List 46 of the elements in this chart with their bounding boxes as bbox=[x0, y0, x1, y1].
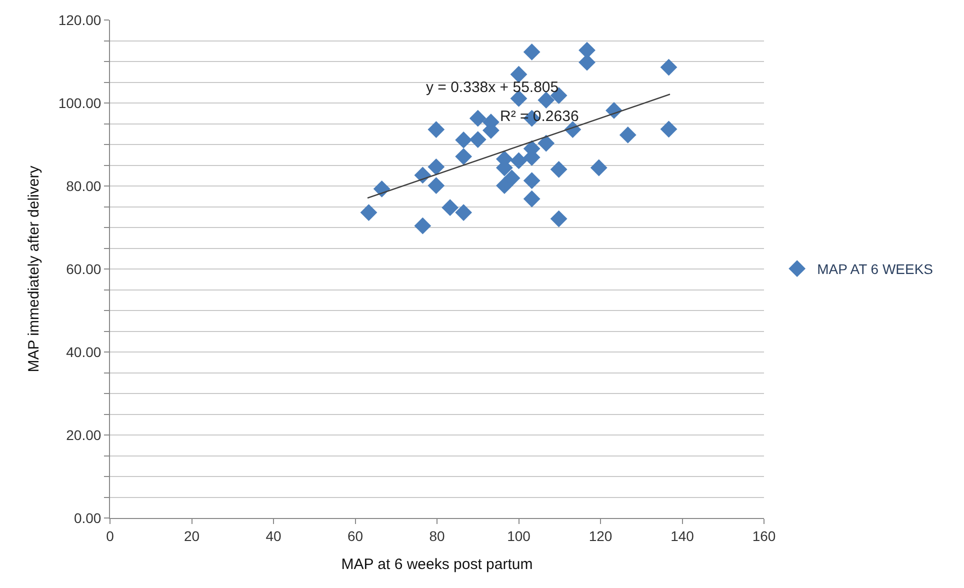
annotation: y = 0.338x + 55.805 bbox=[426, 79, 559, 96]
point bbox=[523, 190, 540, 208]
y-tick-label: 80.00 bbox=[66, 178, 102, 194]
point bbox=[503, 170, 520, 187]
point bbox=[510, 66, 528, 83]
point bbox=[550, 210, 568, 228]
x-tick-label: 80 bbox=[429, 528, 445, 544]
point bbox=[523, 172, 540, 190]
point bbox=[373, 180, 390, 198]
legend-label: MAP AT 6 WEEKS bbox=[817, 261, 934, 278]
x-axis-title: MAP at 6 weeks post partum bbox=[341, 556, 533, 573]
x-tick-label: 20 bbox=[184, 528, 200, 544]
point bbox=[469, 131, 486, 148]
point bbox=[455, 204, 472, 222]
point bbox=[455, 131, 472, 148]
x-tick-label: 120 bbox=[588, 528, 612, 544]
x-tick-label: 140 bbox=[670, 528, 694, 544]
x-tick-label: 100 bbox=[507, 528, 531, 544]
point bbox=[360, 204, 378, 222]
point bbox=[428, 121, 445, 138]
point bbox=[510, 152, 528, 170]
x-tick-label: 60 bbox=[347, 528, 364, 544]
point bbox=[619, 126, 636, 144]
point bbox=[442, 199, 459, 216]
y-tick-label: 60.00 bbox=[66, 260, 102, 277]
point bbox=[523, 44, 540, 60]
y-tick-label: 0.00 bbox=[74, 510, 102, 526]
point bbox=[469, 110, 486, 127]
point bbox=[538, 134, 555, 152]
point bbox=[455, 148, 472, 165]
point bbox=[550, 160, 568, 178]
x-tick-label: 40 bbox=[266, 528, 282, 544]
y-tick-label: 120.00 bbox=[58, 12, 102, 28]
y-tick-label: 40.00 bbox=[66, 344, 102, 360]
point bbox=[660, 58, 678, 76]
point bbox=[428, 177, 445, 194]
y-tick-label: 100.00 bbox=[58, 94, 102, 111]
point bbox=[428, 158, 445, 176]
point bbox=[590, 159, 608, 176]
x-tick-label: 160 bbox=[752, 528, 776, 544]
point bbox=[660, 120, 678, 138]
point bbox=[414, 217, 432, 234]
point bbox=[538, 92, 555, 109]
x-tick-label: 0 bbox=[106, 528, 114, 544]
y-axis-title: MAP immediately after delivery bbox=[26, 165, 43, 372]
y-tick-label: 20.00 bbox=[66, 426, 102, 443]
